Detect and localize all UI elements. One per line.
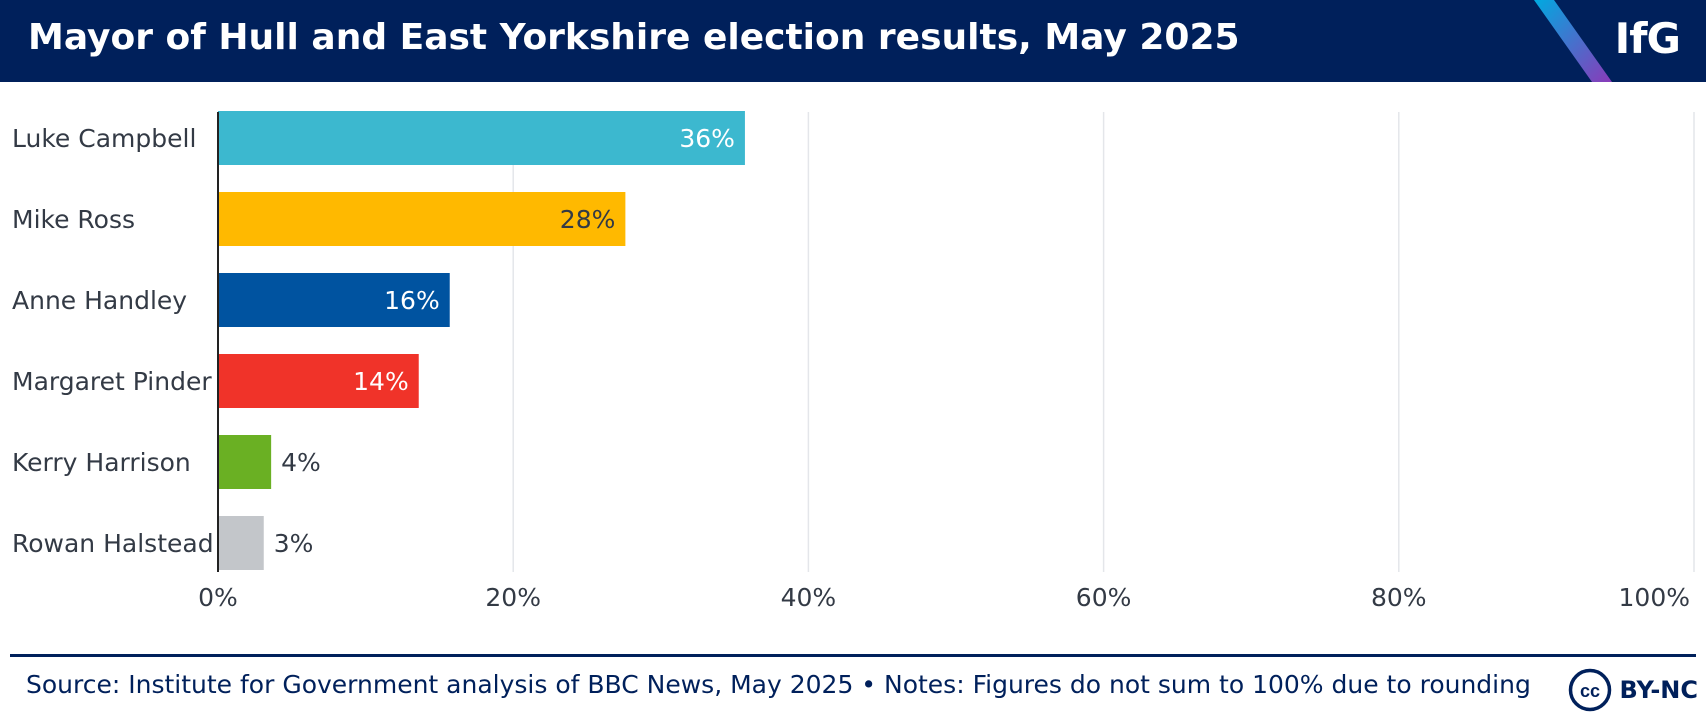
category-label: Luke Campbell — [12, 124, 196, 153]
bar-chart: 0% 20% 40% 60% 80% 100% Luke Campbell 36% Mike R… — [12, 111, 1695, 612]
category-label: Margaret Pinder — [12, 367, 212, 396]
category-label: Mike Ross — [12, 205, 135, 234]
data-label: 36% — [679, 124, 735, 153]
creative-commons-icon: cc — [1568, 668, 1611, 712]
chart-header: Mayor of Hull and East Yorkshire electio… — [0, 0, 1706, 82]
footer-divider — [10, 654, 1696, 657]
bar — [218, 516, 264, 570]
category-label: Kerry Harrison — [12, 448, 191, 477]
data-label: 14% — [353, 367, 409, 396]
bar — [218, 111, 745, 165]
bar — [218, 354, 419, 408]
x-tick-label: 20% — [485, 583, 541, 612]
data-label: 3% — [274, 529, 314, 558]
data-label: 28% — [560, 205, 616, 234]
license-badge: cc BY-NC — [1568, 668, 1699, 712]
x-tick-label: 40% — [781, 583, 837, 612]
x-tick-label: 100% — [1619, 583, 1690, 612]
bar — [218, 435, 272, 489]
license-label: BY-NC — [1619, 676, 1699, 704]
category-label: Anne Handley — [12, 286, 187, 315]
bar — [218, 192, 626, 246]
x-tick-label: 60% — [1076, 583, 1132, 612]
source-note: Source: Institute for Government analysi… — [26, 670, 1531, 699]
data-label: 4% — [281, 448, 321, 477]
x-tick-label: 0% — [198, 583, 238, 612]
category-label: Rowan Halstead — [12, 529, 214, 558]
chart-title: Mayor of Hull and East Yorkshire electio… — [28, 17, 1240, 58]
x-tick-label: 80% — [1371, 583, 1427, 612]
svg-text:cc: cc — [1579, 681, 1599, 701]
data-label: 16% — [384, 286, 440, 315]
ifg-logo: IfG — [1614, 14, 1681, 63]
bar — [218, 273, 450, 327]
logo-stripe-icon — [1534, 0, 1612, 82]
